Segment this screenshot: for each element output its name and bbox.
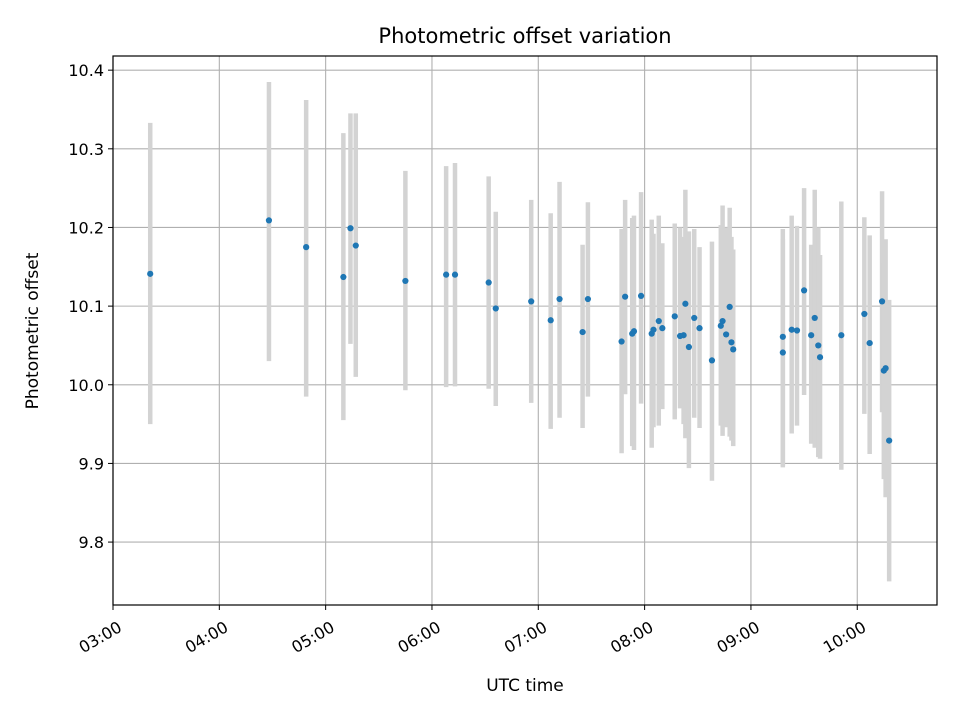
- data-point: [547, 317, 554, 324]
- data-point: [691, 314, 698, 322]
- x-tick-label: 07:00: [501, 617, 550, 657]
- data-point: [402, 277, 409, 285]
- y-tick-label: 10.1: [68, 297, 104, 316]
- x-tick-label: 04:00: [182, 617, 231, 657]
- data-point: [492, 305, 499, 312]
- data-point: [443, 271, 450, 278]
- data-point: [340, 273, 347, 281]
- data-point: [719, 317, 726, 325]
- grid: [112, 56, 937, 605]
- data-point: [303, 244, 310, 251]
- data-point: [579, 328, 586, 336]
- data-point: [861, 310, 868, 318]
- data-point: [779, 333, 786, 340]
- y-tick-label: 9.8: [79, 533, 104, 552]
- data-point: [618, 338, 625, 345]
- data-point: [451, 271, 459, 278]
- error-bars: [147, 81, 892, 582]
- data-point: [528, 298, 535, 305]
- data-point: [659, 325, 666, 332]
- data-point: [630, 328, 638, 335]
- data-point: [265, 217, 273, 224]
- data-point: [808, 332, 815, 339]
- x-axis: 03:00 04:00 05:00 06:00 07:00 08:00 09:00 10:00: [76, 605, 869, 657]
- data-point: [637, 292, 645, 299]
- y-tick-label: 9.9: [79, 454, 104, 473]
- y-tick-label: 10.0: [68, 376, 104, 395]
- data-point: [882, 365, 889, 372]
- data-point: [671, 313, 678, 320]
- data-point: [655, 317, 662, 325]
- data-point: [878, 298, 886, 305]
- data-point: [147, 270, 154, 277]
- x-tick-label: 03:00: [76, 617, 125, 657]
- data-point: [728, 339, 735, 346]
- data-point: [584, 295, 592, 303]
- data-point: [788, 326, 795, 333]
- data-point: [696, 325, 703, 332]
- plot-frame: [112, 55, 938, 606]
- y-axis: 9.8 9.9 10.0 10.1 10.2 10.3 10.4: [68, 61, 113, 552]
- data-point: [800, 287, 808, 294]
- data-point: [556, 295, 563, 303]
- y-axis-label: Photometric offset: [23, 252, 43, 409]
- x-tick-label: 09:00: [714, 617, 763, 657]
- data-point: [779, 349, 786, 356]
- data-point: [708, 357, 716, 364]
- x-tick-label: 08:00: [607, 617, 656, 657]
- data-point: [726, 303, 733, 311]
- data-point: [352, 242, 359, 249]
- data-point: [815, 342, 822, 349]
- data-point: [685, 343, 693, 351]
- y-tick-label: 10.3: [68, 140, 104, 159]
- chart-title: Photometric offset variation: [378, 24, 671, 48]
- data-point: [650, 326, 657, 333]
- data-point: [622, 293, 629, 300]
- data-point: [886, 437, 893, 444]
- data-point: [730, 346, 737, 353]
- data-point: [680, 332, 687, 339]
- x-axis-label: UTC time: [486, 676, 564, 696]
- y-tick-label: 10.2: [68, 218, 104, 237]
- data-point: [723, 331, 730, 338]
- data-point: [485, 279, 492, 286]
- x-tick-label: 05:00: [288, 617, 337, 657]
- data-point: [717, 322, 724, 329]
- x-tick-label: 10:00: [820, 617, 869, 657]
- data-points: [147, 217, 893, 444]
- data-point: [838, 332, 845, 339]
- x-tick-label: 06:00: [395, 617, 444, 657]
- data-point: [682, 300, 689, 307]
- data-point: [811, 314, 818, 322]
- data-point: [866, 339, 873, 347]
- data-point: [347, 225, 354, 232]
- data-point: [793, 327, 801, 334]
- data-point: [816, 354, 824, 361]
- y-tick-label: 10.4: [68, 61, 104, 80]
